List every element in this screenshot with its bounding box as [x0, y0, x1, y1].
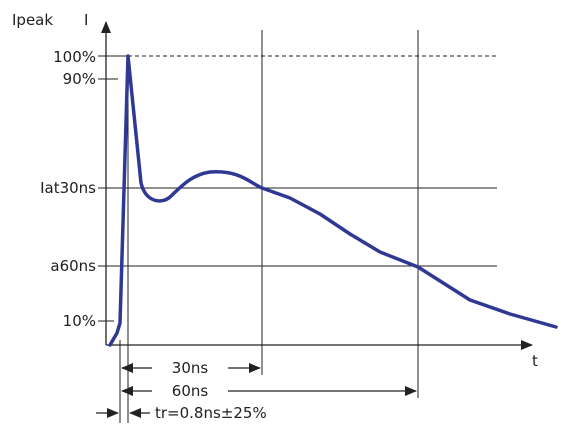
level-label-100: 100%: [53, 48, 96, 66]
axis-label-i: I: [84, 11, 88, 29]
axis-label-ipeak: Ipeak: [12, 11, 53, 29]
level-label-at60ns: a60ns: [50, 257, 96, 275]
level-label-10: 10%: [63, 312, 96, 330]
span-60ns-label: 60ns: [172, 382, 209, 400]
current-waveform: [108, 54, 558, 347]
rise-time-label: tr=0.8ns±25%: [155, 404, 267, 422]
span-30ns-label: 30ns: [172, 359, 209, 377]
level-label-at30ns: Iat30ns: [40, 179, 96, 197]
axis-label-t: t: [532, 352, 538, 370]
level-label-90: 90%: [63, 70, 96, 88]
